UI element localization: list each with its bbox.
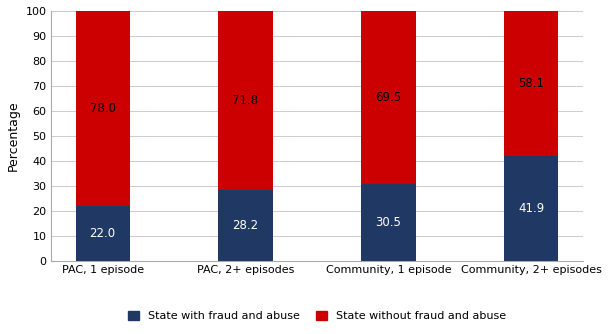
Bar (219, 190, 273, 261)
Y-axis label: Percentage: Percentage (7, 101, 20, 171)
Bar (361, 184, 416, 261)
Text: 58.1: 58.1 (518, 77, 544, 90)
Bar (361, 11, 416, 184)
Text: 30.5: 30.5 (376, 216, 402, 229)
Text: 69.5: 69.5 (375, 91, 402, 104)
Bar (504, 11, 558, 156)
Text: 78.0: 78.0 (90, 102, 115, 115)
Text: 71.8: 71.8 (233, 94, 258, 107)
Text: 28.2: 28.2 (233, 219, 258, 232)
Text: 22.0: 22.0 (90, 226, 115, 239)
Bar (76, 11, 130, 206)
Bar (76, 206, 130, 261)
Text: 41.9: 41.9 (518, 202, 545, 215)
Bar (504, 156, 558, 261)
Legend: State with fraud and abuse, State without fraud and abuse: State with fraud and abuse, State withou… (128, 311, 507, 321)
Bar (219, 11, 273, 190)
